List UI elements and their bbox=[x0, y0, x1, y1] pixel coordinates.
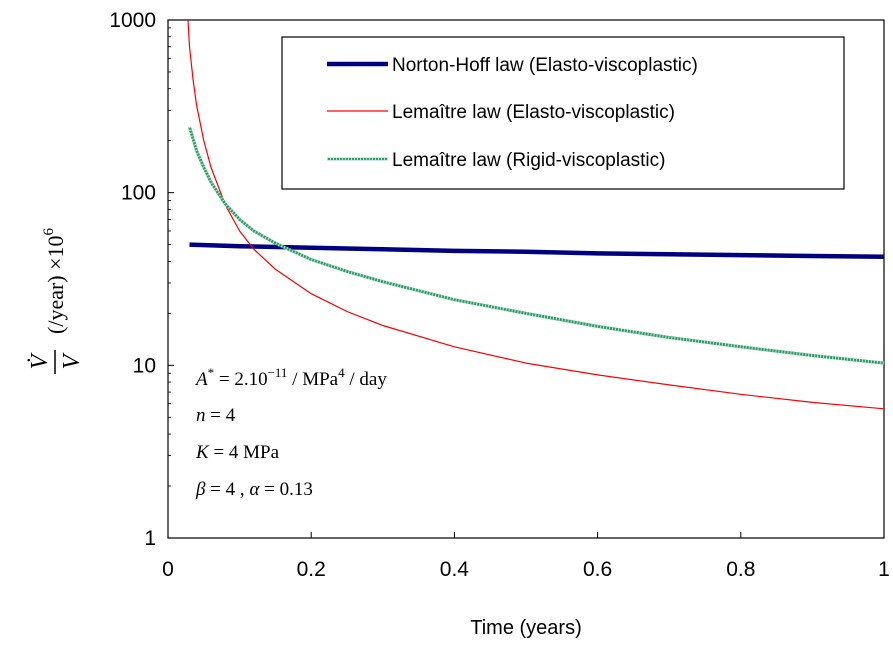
x-tick-label: 0 bbox=[162, 558, 174, 581]
annotation-beta-alpha: β = 4 , α = 0.13 bbox=[195, 479, 313, 500]
legend-label-lemaitre-rigid: Lemaître law (Rigid-viscoplastic) bbox=[392, 150, 665, 171]
x-tick-label: 0.8 bbox=[726, 558, 755, 581]
legend: Norton-Hoff law (Elasto-viscoplastic) Le… bbox=[281, 36, 845, 190]
x-axis: 0 0.2 0.4 0.6 0.8 1 bbox=[162, 532, 890, 581]
x-tick-label: 1 bbox=[878, 558, 890, 581]
legend-label-norton-hoff: Norton-Hoff law (Elasto-viscoplastic) bbox=[392, 55, 698, 76]
y-tick-label: 100 bbox=[121, 182, 156, 205]
y-tick-label: 10 bbox=[133, 354, 156, 377]
x-axis-title: Time (years) bbox=[470, 617, 581, 639]
annotation-k: K = 4 MPa bbox=[195, 442, 280, 463]
y-tick-label: 1 bbox=[144, 527, 156, 550]
annotation-n: n = 4 bbox=[196, 405, 236, 426]
y-axis: 1 10 100 1000 bbox=[109, 9, 174, 550]
y-axis-title-denominator: V bbox=[59, 352, 85, 369]
series-3-line-hatch bbox=[188, 126, 884, 365]
y-tick-label: 1000 bbox=[109, 9, 156, 32]
x-tick-label: 0.2 bbox=[297, 558, 326, 581]
annotation-a-star: A* = 2.10−11 / MPa4 / day bbox=[194, 365, 387, 390]
series-layer bbox=[187, 20, 884, 410]
y-axis-title: V̇ V (/year) ×106 bbox=[27, 227, 85, 374]
y-axis-title-units: (/year) ×106 bbox=[41, 227, 68, 334]
series-2-line bbox=[187, 20, 884, 410]
legend-label-lemaitre-elasto: Lemaître law (Elasto-viscoplastic) bbox=[392, 102, 675, 123]
x-tick-label: 0.4 bbox=[440, 558, 470, 581]
y-axis-title-numerator: V̇ bbox=[27, 352, 53, 369]
x-tick-label: 0.6 bbox=[583, 558, 612, 581]
parameter-annotations: A* = 2.10−11 / MPa4 / day n = 4 K = 4 MP… bbox=[194, 365, 387, 500]
